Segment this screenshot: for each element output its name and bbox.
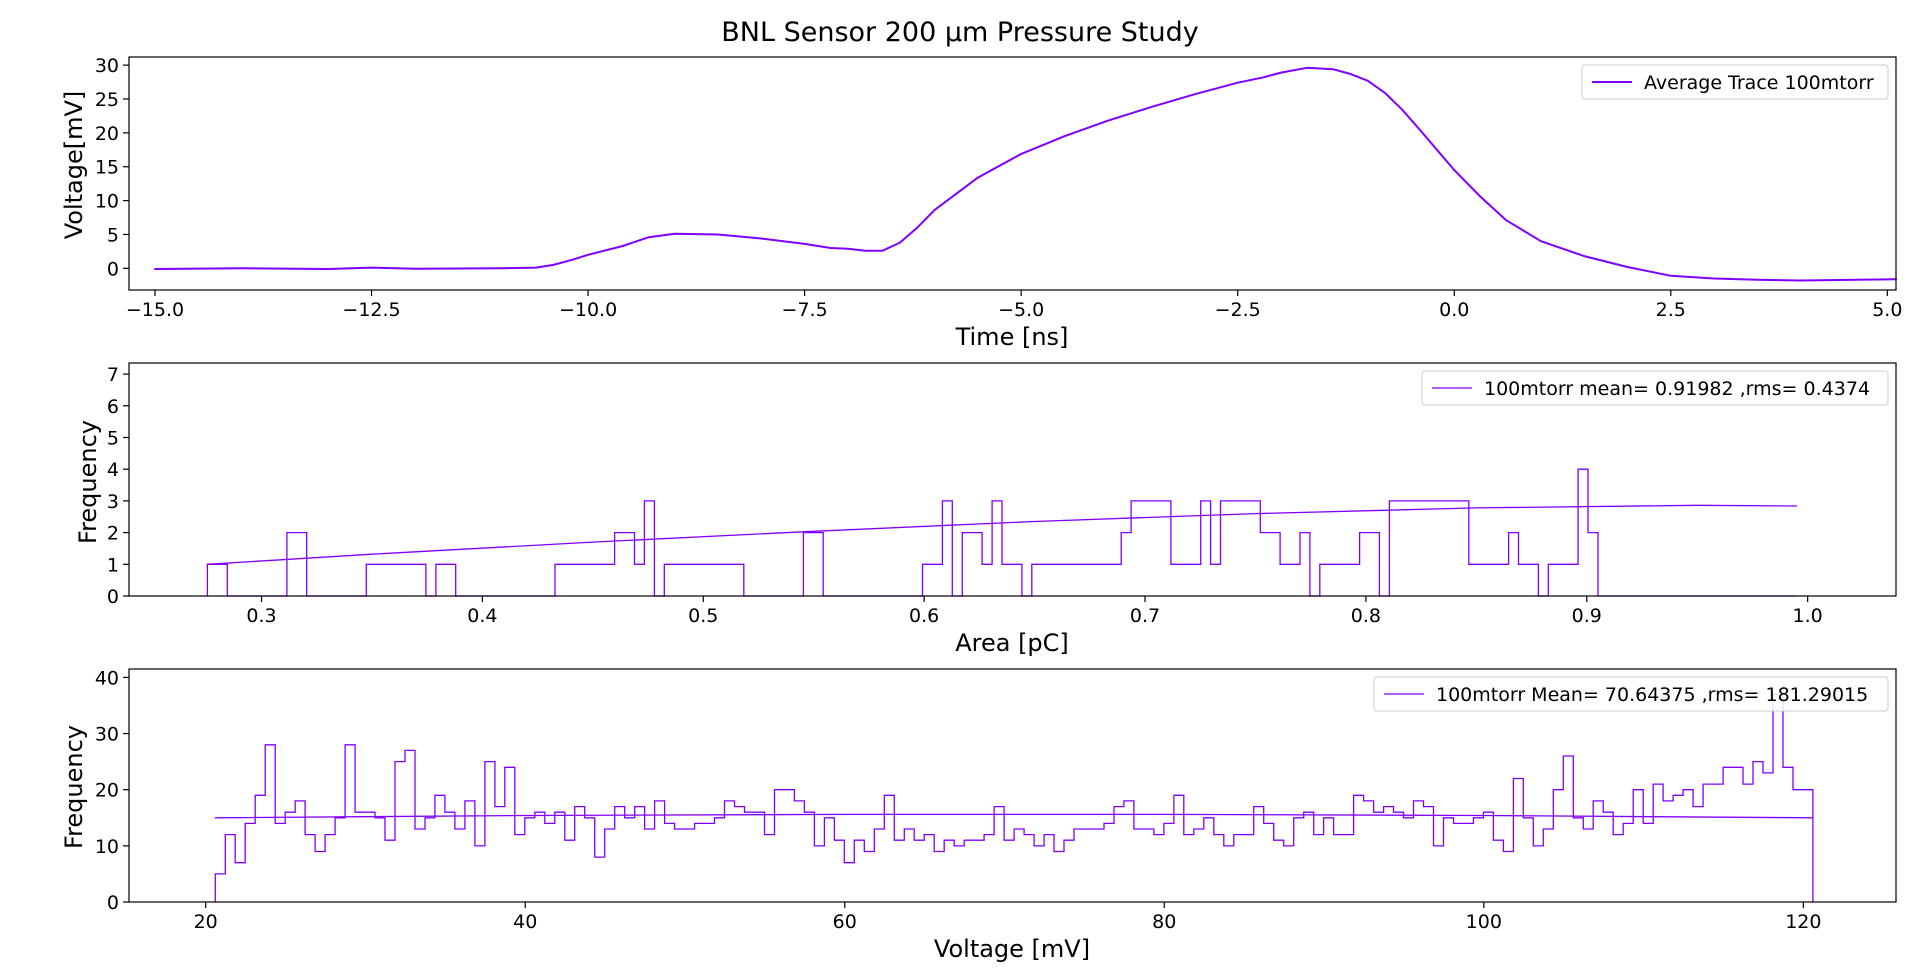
voltage-x-tick-label: 20: [194, 911, 218, 933]
trace-legend-box: [1581, 64, 1889, 100]
area-y-axis-label: Frequency: [74, 420, 102, 544]
voltage-y-tick-label: 40: [95, 667, 119, 689]
voltage-y-tick-label: 20: [95, 780, 119, 802]
area-histogram-panel: Area [pC] Frequency 0.3 0.4 0.5 0.6 0.7 0.8 0.…: [74, 362, 1897, 657]
trace-series-line: [154, 66, 1897, 282]
trace-y-tick-label: 5: [107, 224, 119, 246]
trace-y-tick-label: 15: [95, 157, 119, 179]
voltage-x-tick-label: 80: [1152, 911, 1176, 933]
voltage-x-tick-label: 60: [833, 911, 857, 933]
voltage-x-axis-label: Voltage [mV]: [934, 935, 1090, 963]
area-series-line: [206, 504, 1798, 565]
area-y-tick-label: 5: [107, 427, 119, 449]
voltage-histogram-panel: Voltage [mV] Frequency 20 40 60 80 100 120 0 10…: [60, 667, 1897, 963]
trace-y-axis-label: Voltage[mV]: [60, 91, 88, 240]
trace-panel: Time [ns] Voltage[mV] −15.0 −12.5 −10.0 −7.…: [60, 55, 1902, 351]
area-x-tick-label: 0.5: [688, 605, 718, 627]
area-y-tick-label: 6: [107, 396, 119, 418]
voltage-y-tick-label: 10: [95, 836, 119, 858]
trace-y-tick-label: 30: [95, 55, 119, 77]
area-x-tick-label: 0.8: [1351, 605, 1381, 627]
area-x-axis-label: Area [pC]: [955, 629, 1069, 657]
voltage-axes-frame: [128, 668, 1897, 903]
voltage-x-tick-label: 100: [1466, 911, 1502, 933]
trace-x-tick-label: −7.5: [782, 299, 828, 321]
area-y-tick-label: 2: [107, 523, 119, 545]
figure-title: BNL Sensor 200 µm Pressure Study: [721, 17, 1199, 48]
voltage-legend-box: [1373, 676, 1889, 712]
voltage-y-tick-label: 0: [107, 892, 119, 914]
voltage-x-tick-label: 40: [513, 911, 537, 933]
trace-x-tick-label: −5.0: [998, 299, 1044, 321]
voltage-series-line: [214, 813, 1814, 819]
area-y-tick-label: 1: [107, 554, 119, 576]
trace-y-tick-label: 10: [95, 191, 119, 213]
trace-x-tick-label: 5.0: [1872, 299, 1902, 321]
trace-x-tick-label: −15.0: [126, 299, 184, 321]
area-y-tick-label: 7: [107, 364, 119, 386]
trace-x-tick-label: 2.5: [1656, 299, 1686, 321]
trace-y-tick-label: 25: [95, 89, 119, 111]
area-x-tick-label: 1.0: [1793, 605, 1823, 627]
area-legend: 100mtorr mean= 0.91982 ,rms= 0.4374: [1421, 370, 1889, 406]
area-x-tick-label: 0.6: [909, 605, 939, 627]
area-y-tick-label: 4: [107, 459, 119, 481]
area-x-tick-label: 0.9: [1572, 605, 1602, 627]
area-y-tick-label: 0: [107, 586, 119, 608]
trace-x-tick-label: −10.0: [559, 299, 617, 321]
area-x-tick-label: 0.3: [246, 605, 276, 627]
trace-x-tick-label: 0.0: [1439, 299, 1469, 321]
area-y-tick-label: 3: [107, 491, 119, 513]
area-x-tick-label: 0.4: [467, 605, 497, 627]
voltage-y-axis-label: Frequency: [60, 725, 88, 849]
trace-y-tick-label: 0: [107, 258, 119, 280]
trace-x-axis-label: Time [ns]: [955, 323, 1069, 351]
voltage-y-tick-label: 30: [95, 724, 119, 746]
voltage-x-tick-label: 120: [1785, 911, 1821, 933]
area-legend-label: 100mtorr mean= 0.91982 ,rms= 0.4374: [1484, 378, 1870, 400]
voltage-legend-label: 100mtorr Mean= 70.64375 ,rms= 181.29015: [1436, 684, 1868, 706]
area-legend-box: [1421, 370, 1889, 406]
trace-axes-frame: [128, 56, 1897, 291]
trace-legend-label: Average Trace 100mtorr: [1644, 72, 1874, 94]
area-axes-frame: [128, 362, 1897, 597]
trace-legend: Average Trace 100mtorr: [1581, 64, 1889, 100]
trace-x-tick-label: −12.5: [342, 299, 400, 321]
trace-y-tick-label: 20: [95, 123, 119, 145]
area-x-tick-label: 0.7: [1130, 605, 1160, 627]
trace-x-tick-label: −2.5: [1215, 299, 1261, 321]
voltage-legend: 100mtorr Mean= 70.64375 ,rms= 181.29015: [1373, 676, 1889, 712]
voltage-histogram-bars: [214, 693, 1814, 902]
